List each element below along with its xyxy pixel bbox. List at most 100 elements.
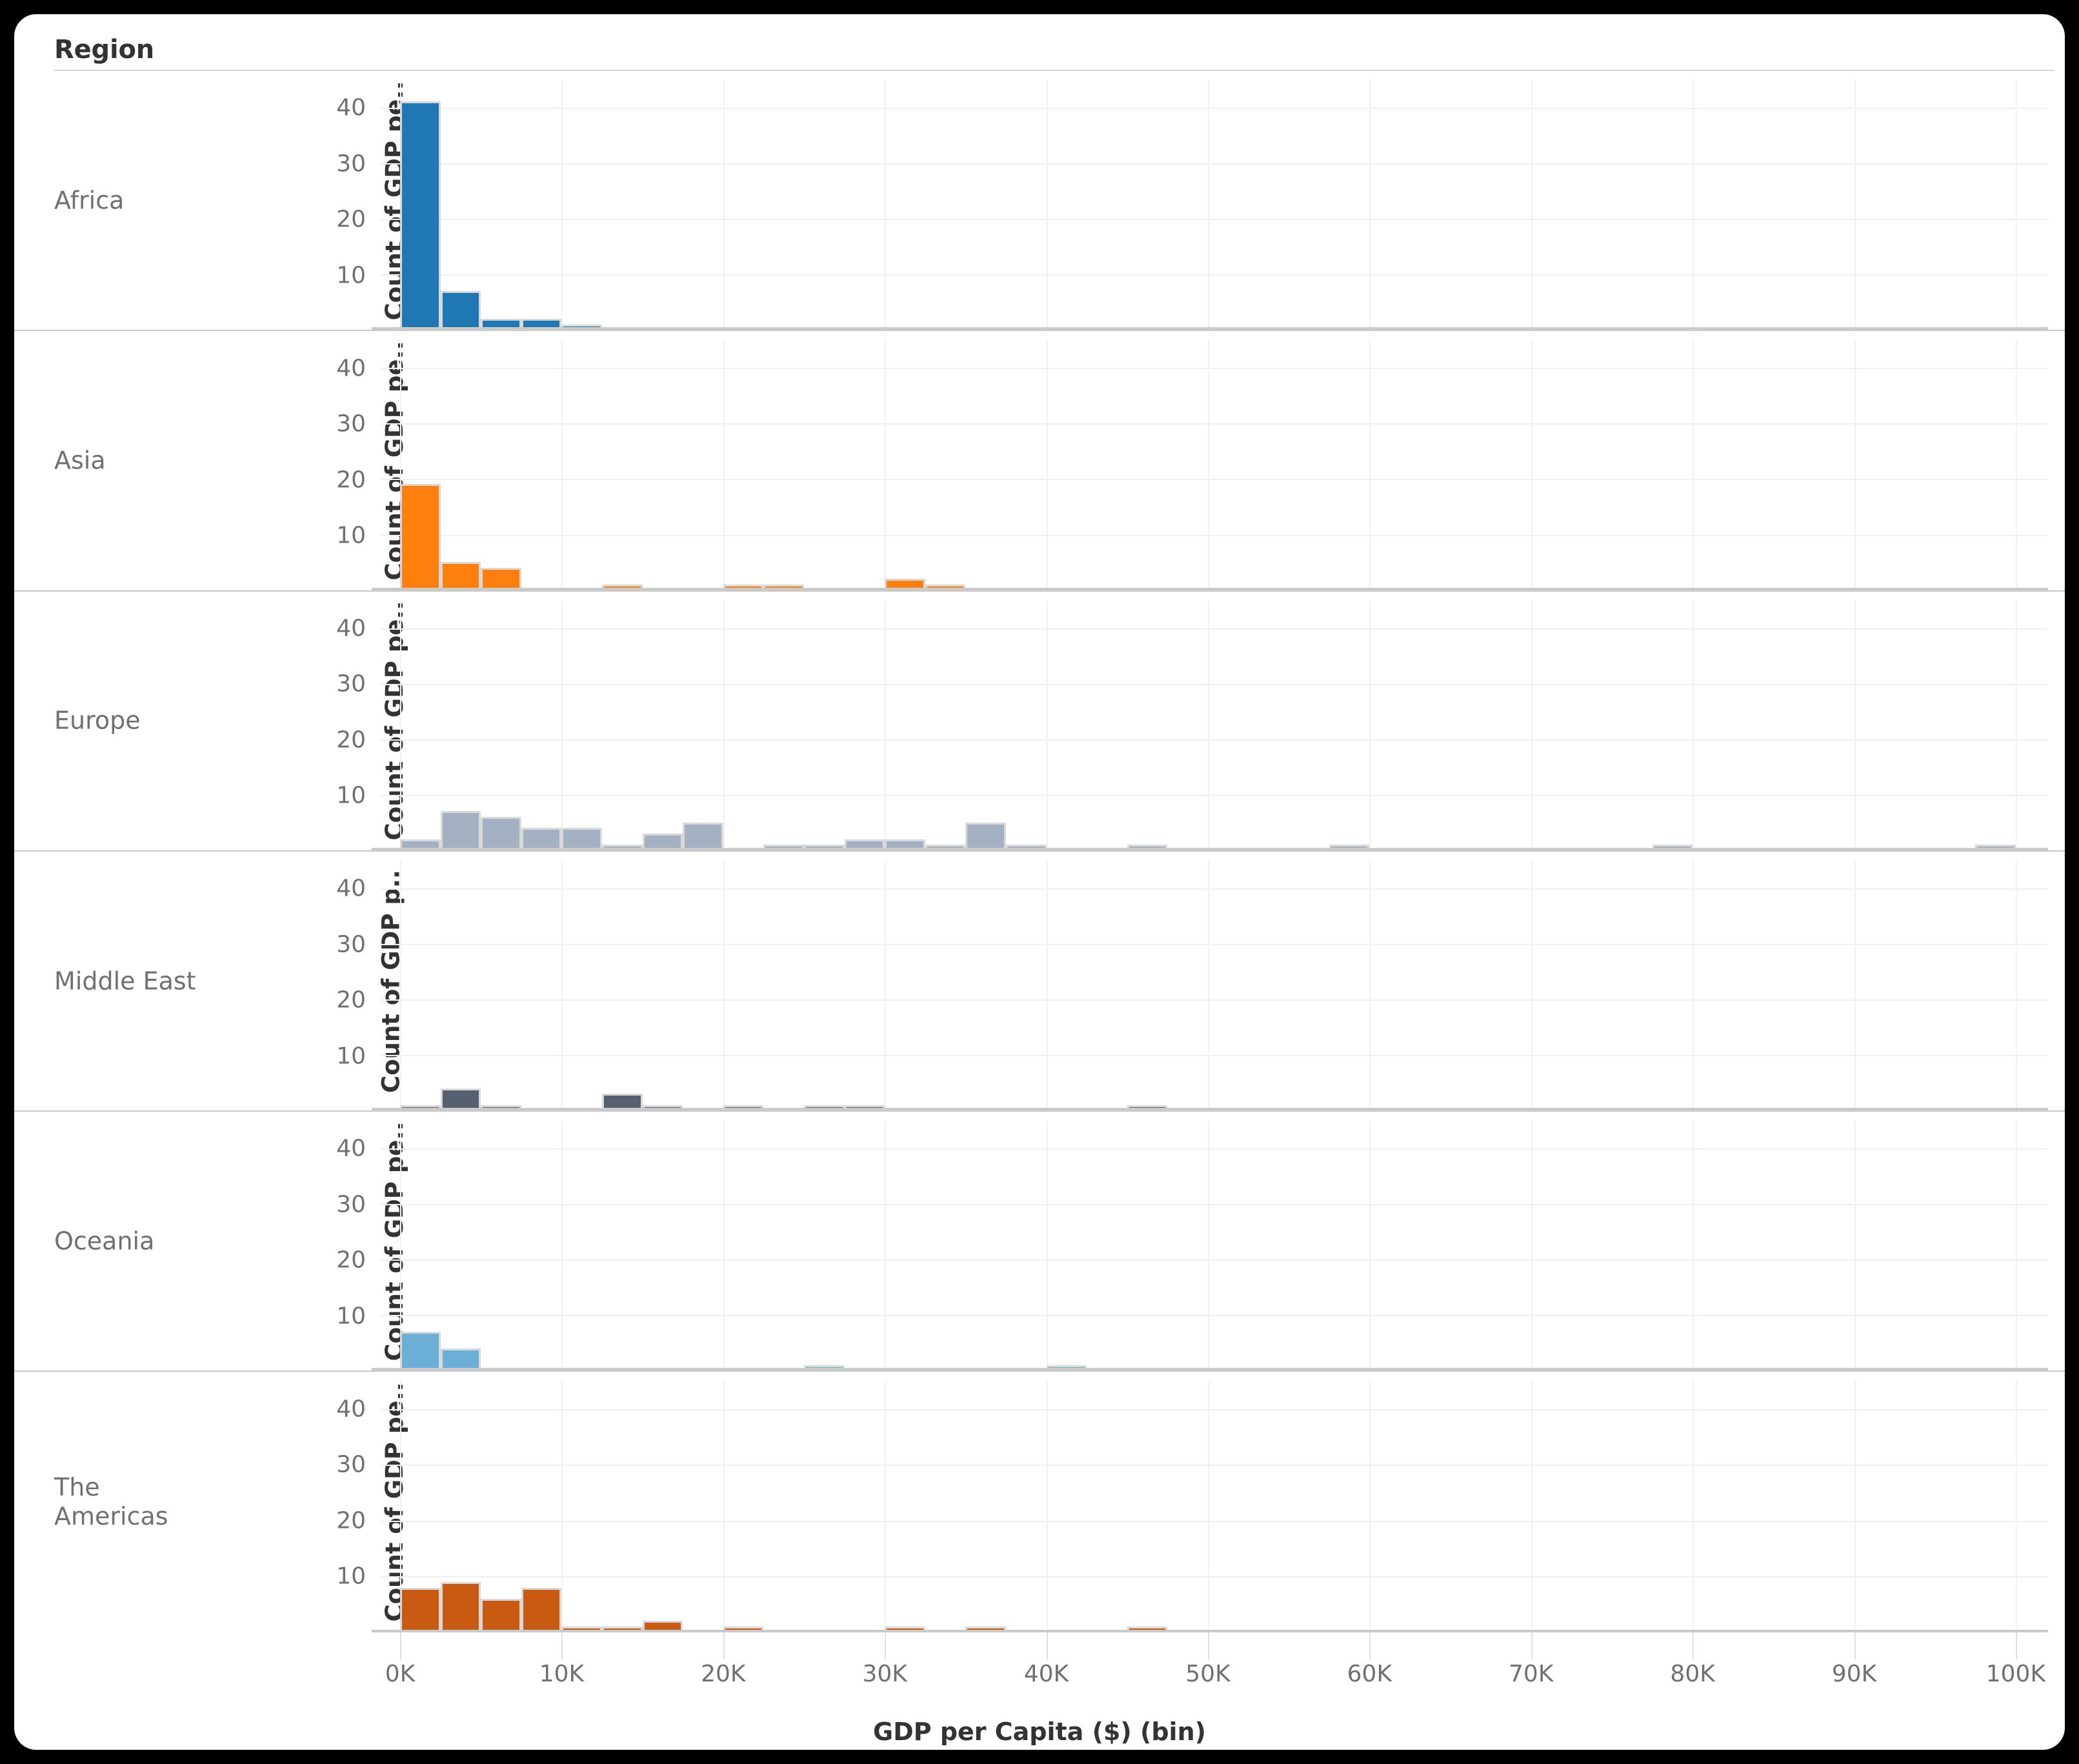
- bar[interactable]: [1006, 845, 1047, 850]
- axis-baseline: [372, 1368, 2048, 1371]
- vertical-gridline: [1046, 600, 1048, 850]
- bar[interactable]: [400, 484, 441, 590]
- bar[interactable]: [400, 1587, 441, 1632]
- y-tick-label: 10: [336, 1563, 366, 1590]
- vertical-gridline: [1207, 1381, 1209, 1632]
- bar[interactable]: [481, 319, 521, 330]
- x-tick-mark: [400, 1632, 402, 1659]
- bar[interactable]: [844, 839, 885, 850]
- vertical-gridline: [561, 600, 563, 850]
- bar[interactable]: [925, 845, 966, 850]
- bar[interactable]: [400, 839, 441, 850]
- y-tick-label: 20: [336, 206, 366, 233]
- bar[interactable]: [723, 1627, 764, 1632]
- x-tick-label: 60K: [1347, 1661, 1392, 1687]
- bar[interactable]: [763, 584, 804, 590]
- row-label-africa[interactable]: Africa: [54, 186, 125, 215]
- row-label-asia[interactable]: Asia: [54, 446, 106, 475]
- bar[interactable]: [763, 845, 804, 850]
- bar[interactable]: [1975, 845, 2016, 850]
- bar[interactable]: [521, 828, 562, 850]
- bar[interactable]: [400, 101, 441, 330]
- bar[interactable]: [1652, 845, 1693, 850]
- bar[interactable]: [723, 1105, 764, 1111]
- horizontal-gridline: [381, 1408, 2048, 1410]
- bar[interactable]: [440, 1348, 481, 1371]
- bar[interactable]: [1329, 845, 1370, 850]
- bar[interactable]: [723, 584, 764, 590]
- bar[interactable]: [885, 579, 925, 590]
- row-label-the-americas[interactable]: The Americas: [54, 1473, 168, 1531]
- bar[interactable]: [400, 1105, 441, 1111]
- bar[interactable]: [804, 1105, 845, 1111]
- bar[interactable]: [885, 1627, 925, 1632]
- bar[interactable]: [440, 1088, 481, 1111]
- bar[interactable]: [1046, 1365, 1087, 1371]
- bar[interactable]: [481, 1105, 521, 1111]
- vertical-gridline: [1531, 860, 1532, 1111]
- bar[interactable]: [561, 324, 603, 330]
- axis-baseline: [372, 1108, 2048, 1111]
- bar[interactable]: [481, 568, 521, 590]
- plot-area: [372, 860, 2048, 1111]
- vertical-gridline: [1369, 80, 1371, 330]
- bar[interactable]: [400, 1331, 441, 1371]
- bar[interactable]: [965, 1627, 1006, 1632]
- panel-grid: Africa Count of GDP pe.. 10 20 30 40 Asia Count…: [14, 71, 2065, 1632]
- x-tick-label: 40K: [1023, 1661, 1069, 1687]
- x-tick-mark: [561, 1632, 563, 1659]
- vertical-gridline: [1692, 600, 1694, 850]
- bar[interactable]: [965, 822, 1006, 850]
- vertical-gridline: [1692, 340, 1694, 590]
- plot-area: [372, 1381, 2048, 1632]
- x-tick-label: 50K: [1185, 1661, 1230, 1687]
- bar[interactable]: [521, 1587, 562, 1632]
- row-label-europe[interactable]: Europe: [54, 706, 141, 735]
- y-tick-label: 40: [336, 355, 366, 382]
- bar[interactable]: [561, 828, 603, 850]
- region-header-row: Region: [14, 14, 2065, 71]
- horizontal-gridline: [381, 274, 2048, 276]
- y-tick-label: 30: [336, 1191, 366, 1218]
- bar[interactable]: [804, 845, 845, 850]
- bar[interactable]: [1127, 845, 1168, 850]
- bar[interactable]: [642, 833, 683, 850]
- bar[interactable]: [440, 811, 481, 850]
- x-tick-label: 30K: [862, 1661, 907, 1687]
- bar[interactable]: [602, 1627, 643, 1632]
- bar[interactable]: [683, 822, 723, 850]
- bar[interactable]: [481, 816, 521, 850]
- bar[interactable]: [602, 1094, 643, 1111]
- axis-baseline: [372, 327, 2048, 330]
- row-label-oceania[interactable]: Oceania: [54, 1227, 155, 1256]
- x-tick-label: 100K: [1985, 1661, 2046, 1687]
- bar[interactable]: [925, 584, 966, 590]
- bar[interactable]: [885, 839, 925, 850]
- bar[interactable]: [642, 1105, 683, 1111]
- bar[interactable]: [1127, 1627, 1168, 1632]
- bar[interactable]: [642, 1621, 683, 1632]
- bar[interactable]: [561, 1627, 603, 1632]
- vertical-gridline: [885, 1121, 887, 1371]
- bar[interactable]: [1127, 1105, 1168, 1111]
- bar[interactable]: [440, 562, 481, 590]
- bar[interactable]: [602, 584, 643, 590]
- bar[interactable]: [804, 1365, 845, 1371]
- vertical-gridline: [561, 860, 563, 1111]
- vertical-gridline: [2015, 1121, 2017, 1371]
- row-label-middle-east[interactable]: Middle East: [54, 967, 196, 996]
- bar[interactable]: [481, 1598, 521, 1632]
- bar[interactable]: [521, 319, 562, 330]
- y-tick-label: 40: [336, 875, 366, 902]
- bar[interactable]: [602, 845, 643, 850]
- bar[interactable]: [844, 1105, 885, 1111]
- vertical-gridline: [1046, 80, 1048, 330]
- axis-baseline: [372, 587, 2048, 590]
- vertical-gridline: [723, 1381, 725, 1632]
- vertical-gridline: [561, 1121, 563, 1371]
- bar[interactable]: [440, 290, 481, 330]
- x-tick-label: 80K: [1670, 1661, 1715, 1687]
- bar[interactable]: [440, 1581, 481, 1632]
- vertical-gridline: [1692, 80, 1694, 330]
